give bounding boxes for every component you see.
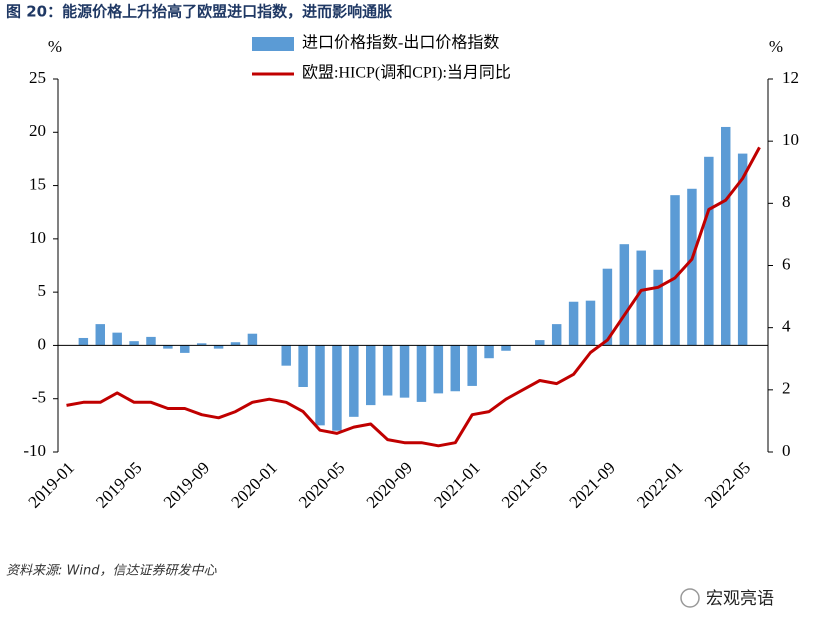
y2-tick-label: 8: [782, 192, 791, 211]
bar: [382, 345, 393, 396]
bar: [535, 340, 545, 346]
legend-label: 欧盟:HICP(调和CPI):当月同比: [302, 64, 511, 82]
y2-tick-label: 10: [782, 130, 799, 149]
bar: [585, 300, 596, 346]
watermark: 宏观亮语: [706, 589, 774, 609]
x-tick-label: 2019-09: [160, 458, 214, 512]
y2-tick-label: 4: [782, 317, 791, 336]
y-tick-label: 20: [29, 121, 46, 140]
bar: [551, 324, 562, 346]
x-tick-label: 2020-09: [363, 458, 417, 512]
bar: [129, 341, 139, 346]
line: [66, 146, 761, 448]
chart-title: 图 20：能源价格上升抬高了欧盟进口指数，进而影响通胀: [6, 3, 392, 21]
y-tick-label: 25: [29, 68, 46, 87]
bar: [653, 269, 663, 346]
bar: [196, 343, 207, 346]
bar: [416, 345, 427, 402]
legend-swatch: [252, 37, 294, 51]
watermark-icon: [680, 588, 700, 608]
y-tick-label: 10: [29, 228, 46, 247]
bar: [163, 345, 173, 349]
bar: [230, 342, 241, 346]
y-tick-label: -10: [23, 441, 46, 460]
x-tick-label: 2020-01: [227, 458, 281, 512]
x-tick-label: 2019-05: [92, 458, 146, 512]
y2-tick-label: 0: [782, 441, 791, 460]
y2-tick-label: 6: [782, 254, 791, 273]
bar: [180, 345, 190, 353]
bar: [568, 301, 579, 346]
bar: [501, 345, 511, 351]
x-tick-label: 2022-01: [633, 458, 687, 512]
x-tick-label: 2021-09: [565, 458, 619, 512]
bar: [484, 345, 494, 359]
bar: [112, 332, 122, 346]
bar: [721, 126, 731, 346]
bar: [399, 345, 410, 398]
y-axis-unit: %: [48, 37, 62, 56]
bar: [366, 345, 376, 406]
bar: [737, 153, 748, 346]
bar: [670, 195, 680, 346]
x-tick-label: 2021-05: [498, 458, 552, 512]
x-tick-label: 2022-05: [701, 458, 755, 512]
x-tick-label: 2019-01: [25, 458, 79, 512]
bar: [332, 345, 342, 431]
y2-tick-label: 2: [782, 379, 791, 398]
bar: [78, 337, 89, 346]
bar: [349, 345, 359, 417]
bar: [433, 345, 444, 394]
legend-label: 进口价格指数-出口价格指数: [302, 34, 499, 52]
y-tick-label: 0: [38, 334, 47, 353]
bar: [298, 345, 308, 387]
bar: [213, 345, 224, 349]
bar: [704, 156, 714, 346]
y2-tick-label: 12: [782, 68, 799, 87]
y-tick-label: 5: [38, 281, 47, 300]
bar: [146, 336, 156, 346]
bar: [247, 333, 258, 346]
bar: [95, 324, 105, 346]
bar: [602, 268, 613, 346]
bar: [467, 345, 477, 386]
source-note: 资料来源: Wind，信达证券研发中心: [6, 564, 217, 579]
y2-axis-unit: %: [769, 37, 783, 56]
bar: [619, 244, 630, 346]
y-tick-label: 15: [29, 174, 46, 193]
bar: [281, 345, 291, 366]
x-tick-label: 2020-05: [295, 458, 349, 512]
bar: [636, 250, 646, 346]
y-tick-label: -5: [32, 388, 46, 407]
bar: [315, 345, 325, 426]
x-tick-label: 2021-01: [430, 458, 484, 512]
bar: [450, 345, 460, 392]
bar: [687, 188, 697, 346]
